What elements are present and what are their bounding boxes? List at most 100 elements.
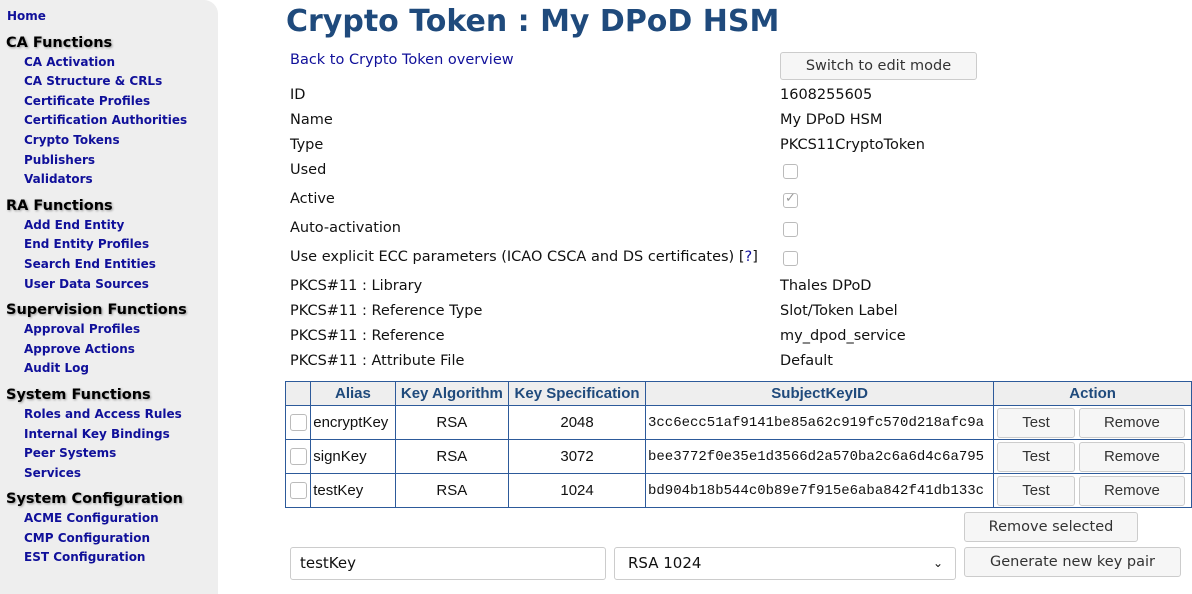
spec-cell: 1024 <box>508 473 646 508</box>
sidebar-group-title: CA Functions <box>6 34 113 51</box>
sidebar-item[interactable]: Approval Profiles <box>24 322 141 337</box>
used-label: Used <box>290 162 327 178</box>
sidebar-item[interactable]: Approve Actions <box>24 341 135 356</box>
sidebar-item[interactable]: ACME Configuration <box>24 511 159 526</box>
test-button[interactable]: Test <box>997 475 1075 506</box>
reference-value: my_dpod_service <box>780 328 906 344</box>
test-button[interactable]: Test <box>997 441 1075 472</box>
sidebar-group: System Configuration ACME Configuration CM… <box>0 489 218 568</box>
row-checkbox[interactable] <box>289 482 307 500</box>
actions-cell: Test Remove <box>993 473 1192 508</box>
sidebar-item[interactable]: Internal Key Bindings <box>24 426 170 441</box>
type-value: PKCS11CryptoToken <box>780 137 925 153</box>
algorithm-cell: RSA <box>394 473 510 508</box>
name-label: Name <box>290 112 333 128</box>
sidebar-item[interactable]: Certificate Profiles <box>24 93 151 108</box>
type-label: Type <box>290 137 324 153</box>
remove-button[interactable]: Remove <box>1078 475 1185 506</box>
name-value: My DPoD HSM <box>780 112 883 128</box>
auto-activation-checkbox[interactable] <box>783 222 798 237</box>
header-subject-key-id: SubjectKeyID <box>644 381 995 406</box>
sidebar-group-title: System Functions <box>6 386 151 403</box>
sidebar-item[interactable]: User Data Sources <box>24 276 149 291</box>
sidebar-group: CA Functions CA Activation CA Structure & … <box>0 33 218 190</box>
sidebar-item[interactable]: CA Activation <box>24 54 116 69</box>
actions-cell: Test Remove <box>993 405 1192 440</box>
switch-edit-mode-button[interactable]: Switch to edit mode <box>780 52 977 80</box>
ecc-checkbox[interactable] <box>783 251 798 266</box>
key-spec-select[interactable]: RSA 1024 ⌄ <box>614 547 956 580</box>
table-row: signKey RSA 3072 bee3772f0e35e1d3566d2a5… <box>284 439 1192 474</box>
sidebar-item[interactable]: Roles and Access Rules <box>24 406 182 421</box>
algorithm-cell: RSA <box>394 405 510 440</box>
header-key-specification: Key Specification <box>508 381 646 406</box>
sidebar: Home CA Functions CA Activation CA Structu… <box>0 0 218 594</box>
active-checkbox[interactable] <box>783 191 798 208</box>
new-key-alias-input[interactable]: testKey <box>290 547 606 580</box>
sidebar-item[interactable]: Validators <box>24 172 93 187</box>
test-button[interactable]: Test <box>997 407 1075 438</box>
sidebar-group: System Functions Roles and Access Rules In… <box>0 385 218 483</box>
sidebar-item[interactable]: Publishers <box>24 152 96 167</box>
actions-cell: Test Remove <box>993 439 1192 474</box>
sidebar-item[interactable]: Certification Authorities <box>24 113 188 128</box>
sidebar-item[interactable]: Peer Systems <box>24 446 117 461</box>
sidebar-group-title: System Configuration <box>6 491 183 508</box>
chevron-down-icon: ⌄ <box>932 556 943 570</box>
table-row: testKey RSA 1024 bd904b18b544c0b89e7f915… <box>284 473 1192 508</box>
attribute-file-value: Default <box>780 353 833 369</box>
sidebar-group: RA Functions Add End Entity End Entity Pro… <box>0 196 218 294</box>
library-label: PKCS#11 : Library <box>290 278 423 294</box>
subject-key-id-cell: 3cc6ecc51af9141be85a62c919fc570d218afc9a <box>644 405 995 440</box>
alias-cell: testKey <box>310 473 396 508</box>
row-checkbox[interactable] <box>289 448 307 466</box>
table-row: encryptKey RSA 2048 3cc6ecc51af9141be85a… <box>284 405 1192 440</box>
sidebar-item[interactable]: Audit Log <box>24 361 89 376</box>
library-value: Thales DPoD <box>780 278 872 294</box>
back-link[interactable]: Back to Crypto Token overview <box>290 52 514 68</box>
row-select-cell <box>284 473 312 508</box>
auto-activation-label: Auto-activation <box>290 220 401 236</box>
remove-button[interactable]: Remove <box>1078 441 1185 472</box>
ecc-help-link[interactable]: ? <box>744 249 753 265</box>
reference-type-value: Slot/Token Label <box>780 303 898 319</box>
id-value: 1608255605 <box>780 87 873 103</box>
sidebar-item[interactable]: End Entity Profiles <box>24 237 150 252</box>
sidebar-item[interactable]: Services <box>24 465 82 480</box>
subject-key-id-cell: bee3772f0e35e1d3566d2a570ba2c6a6d4c6a795 <box>644 439 995 474</box>
alias-cell: encryptKey <box>310 405 396 440</box>
keys-table: Alias Key Algorithm Key Specification Su… <box>284 381 1192 508</box>
active-label: Active <box>290 191 335 207</box>
row-select-cell <box>284 405 312 440</box>
select-header <box>284 381 312 406</box>
header-alias: Alias <box>310 381 396 406</box>
used-checkbox[interactable] <box>783 164 798 179</box>
row-checkbox[interactable] <box>289 414 307 432</box>
id-label: ID <box>290 87 306 103</box>
reference-label: PKCS#11 : Reference <box>290 328 445 344</box>
sidebar-item[interactable]: CA Structure & CRLs <box>24 74 163 89</box>
subject-key-id-cell: bd904b18b544c0b89e7f915e6aba842f41db133c <box>644 473 995 508</box>
header-action: Action <box>993 381 1192 406</box>
sidebar-item[interactable]: EST Configuration <box>24 550 146 565</box>
spec-cell: 3072 <box>508 439 646 474</box>
sidebar-home[interactable]: Home <box>7 9 46 23</box>
remove-button[interactable]: Remove <box>1078 407 1185 438</box>
sidebar-item[interactable]: CMP Configuration <box>24 530 150 545</box>
algorithm-cell: RSA <box>394 439 510 474</box>
remove-selected-button[interactable]: Remove selected <box>964 512 1138 542</box>
generate-key-pair-button[interactable]: Generate new key pair <box>964 547 1181 577</box>
sidebar-item[interactable]: Search End Entities <box>24 256 156 271</box>
ecc-label: Use explicit ECC parameters (ICAO CSCA a… <box>290 249 758 265</box>
sidebar-item[interactable]: Crypto Tokens <box>24 132 120 147</box>
alias-cell: signKey <box>310 439 396 474</box>
sidebar-item[interactable]: Add End Entity <box>24 217 125 232</box>
sidebar-group: Supervision Functions Approval Profiles Ap… <box>0 300 218 379</box>
header-key-algorithm: Key Algorithm <box>394 381 510 406</box>
row-select-cell <box>284 439 312 474</box>
spec-cell: 2048 <box>508 405 646 440</box>
sidebar-group-title: Supervision Functions <box>6 302 187 319</box>
page-title: Crypto Token : My DPoD HSM <box>286 4 780 39</box>
sidebar-group-title: RA Functions <box>6 197 113 214</box>
attribute-file-label: PKCS#11 : Attribute File <box>290 353 465 369</box>
